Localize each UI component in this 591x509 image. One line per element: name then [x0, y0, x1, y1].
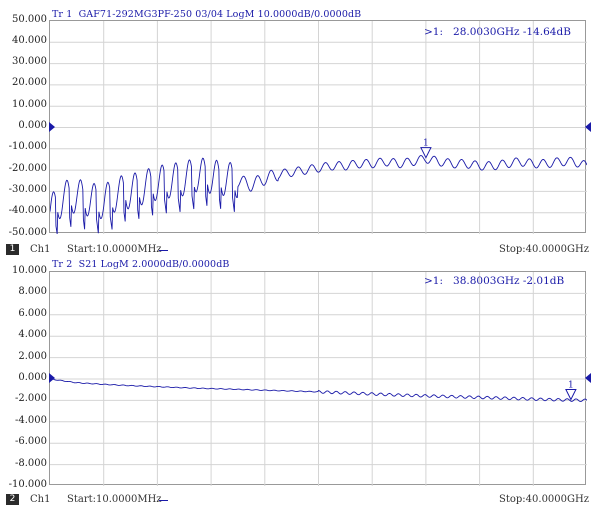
- channel-number-badge[interactable]: 2: [6, 494, 19, 505]
- y-tick-label: -20.000: [8, 163, 47, 174]
- trace1-marker-triangle-icon: [420, 147, 432, 159]
- channel-label: Ch1: [30, 244, 51, 255]
- y-tick-label: 2.000: [18, 351, 47, 362]
- channel-label: Ch1: [30, 494, 51, 505]
- trace2-marker-triangle-icon: [565, 389, 577, 401]
- trace1-title: Tr 1 GAF71-292MG3PF-250 03/04 LogM 10.00…: [52, 9, 362, 20]
- trace2-marker-readout: >1: 38.8003GHz -2.01dB: [424, 275, 565, 287]
- trace2-channel-footer: 2 Ch1 Start:10.0000MHz Stop:40.0000GHz: [0, 493, 591, 507]
- marker-number-label: 1: [568, 381, 574, 391]
- marker-number-label: 1: [423, 139, 429, 149]
- y-tick-label: 20.000: [12, 77, 47, 88]
- trace-line: [50, 378, 587, 403]
- y-tick-label: 30.000: [12, 56, 47, 67]
- start-frequency[interactable]: Start:10.0000MHz: [67, 494, 162, 505]
- reference-level-right-icon[interactable]: [585, 122, 591, 132]
- y-tick-label: 0.000: [18, 372, 47, 383]
- y-tick-label: 8.000: [18, 286, 47, 297]
- trace2-plot-area[interactable]: 1 >1: 38.8003GHz -2.01dB: [49, 271, 587, 486]
- reference-level-right-icon[interactable]: [585, 373, 591, 383]
- y-tick-label: 10.000: [12, 265, 47, 276]
- stop-frequency[interactable]: Stop:40.0000GHz: [499, 244, 589, 255]
- trace1-plot-area[interactable]: 1 >1: 28.0030GHz -14.64dB: [49, 20, 587, 234]
- trace1-channel-footer: 1 Ch1 Start:10.0000MHz Stop:40.0000GHz: [0, 243, 591, 257]
- stop-frequency[interactable]: Stop:40.0000GHz: [499, 494, 589, 505]
- y-tick-label: -50.000: [8, 227, 47, 238]
- y-tick-label: -40.000: [8, 205, 47, 216]
- y-tick-label: 10.000: [12, 99, 47, 110]
- channel-number-badge[interactable]: 1: [6, 244, 19, 255]
- y-tick-label: -6.000: [14, 436, 47, 447]
- trace1-marker-readout: >1: 28.0030GHz -14.64dB: [424, 26, 571, 38]
- y-tick-label: 4.000: [18, 329, 47, 340]
- reference-level-left-icon[interactable]: [49, 122, 55, 132]
- trace-color-indicator: [159, 250, 168, 251]
- y-tick-label: 6.000: [18, 308, 47, 319]
- start-frequency[interactable]: Start:10.0000MHz: [67, 244, 162, 255]
- y-tick-label: -2.000: [14, 393, 47, 404]
- y-tick-label: -10.000: [8, 479, 47, 490]
- trace1-panel: Tr 1 GAF71-292MG3PF-250 03/04 LogM 10.00…: [0, 9, 591, 257]
- trace1-chart: 1: [50, 21, 587, 234]
- y-tick-label: -4.000: [14, 415, 47, 426]
- reference-level-left-icon[interactable]: [49, 373, 55, 383]
- y-tick-label: -8.000: [14, 458, 47, 469]
- y-tick-label: 0.000: [18, 120, 47, 131]
- y-tick-label: 40.000: [12, 35, 47, 46]
- trace-color-indicator: [159, 500, 168, 501]
- trace2-chart: 1: [50, 272, 587, 486]
- y-tick-label: 50.000: [12, 14, 47, 25]
- y-tick-label: -10.000: [8, 141, 47, 152]
- trace-line: [50, 155, 587, 234]
- trace2-title: Tr 2 S21 LogM 2.0000dB/0.0000dB: [52, 259, 230, 270]
- y-tick-label: -30.000: [8, 184, 47, 195]
- trace2-panel: Tr 2 S21 LogM 2.0000dB/0.0000dB 1 >1: 38…: [0, 257, 591, 509]
